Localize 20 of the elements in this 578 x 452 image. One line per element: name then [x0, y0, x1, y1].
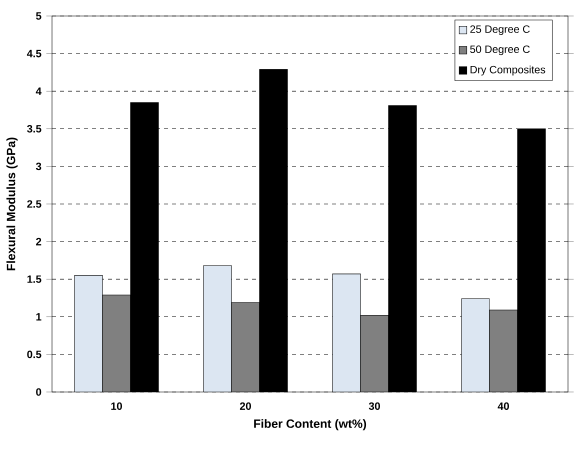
y-tick-label: 2.5: [27, 200, 42, 208]
legend-label: 50 Degree C: [470, 45, 530, 56]
y-tick-label: 1.5: [27, 275, 42, 283]
x-tick-label: 10: [111, 402, 122, 410]
legend-label: Dry Composites: [470, 66, 546, 76]
x-tick-label: 20: [240, 402, 251, 410]
x-tick-label: 40: [498, 402, 509, 410]
y-tick-label: 1: [36, 313, 42, 320]
y-tick-label: 0: [36, 388, 42, 396]
x-axis-title: Fiber Content (wt%): [254, 419, 366, 430]
y-tick-label: 3.5: [27, 125, 42, 133]
y-tick-label: 3: [36, 162, 42, 170]
y-tick-label: 2: [36, 238, 42, 246]
x-tick-label: 30: [368, 402, 380, 410]
y-tick-label: 4.5: [26, 50, 42, 58]
y-tick-label: 0.5: [27, 350, 42, 358]
legend-label: 25 Degree C: [470, 25, 530, 36]
y-tick-label: 5: [36, 12, 42, 20]
y-tick-label: 4: [36, 88, 42, 95]
y-axis-title: Flexural Modulus (GPa): [6, 138, 18, 270]
